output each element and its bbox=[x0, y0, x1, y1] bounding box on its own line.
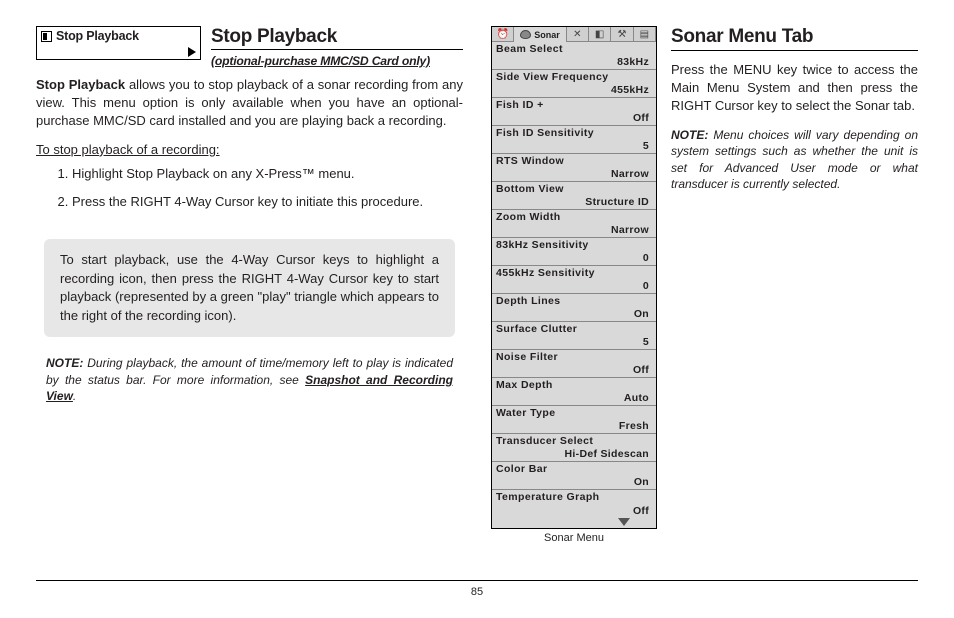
sonar-menu-screen: ⏰ Sonar ✕ ◧ ⚒ ▤ Beam Select83kHzSide Vie… bbox=[491, 26, 657, 529]
menu-item-label: 455kHz Sensitivity bbox=[496, 267, 652, 279]
right-text-block: Sonar Menu Tab Press the MENU key twice … bbox=[671, 26, 918, 556]
tab-setup[interactable]: ⚒ bbox=[611, 27, 633, 42]
step-1: Highlight Stop Playback on any X-Press™ … bbox=[72, 165, 463, 183]
left-header: Stop Playback Stop Playback (optional-pu… bbox=[36, 26, 463, 68]
menu-item-surface-clutter[interactable]: Surface Clutter5 bbox=[492, 322, 656, 350]
menu-item-value: Off bbox=[496, 112, 652, 125]
menu-item-value: 5 bbox=[496, 336, 652, 349]
menu-item-color-bar[interactable]: Color BarOn bbox=[492, 462, 656, 490]
stop-icon bbox=[41, 31, 52, 42]
title-group: Stop Playback (optional-purchase MMC/SD … bbox=[211, 26, 463, 68]
menu-item-83khz-sensitivity[interactable]: 83kHz Sensitivity0 bbox=[492, 238, 656, 266]
note-paragraph: NOTE: During playback, the amount of tim… bbox=[36, 355, 463, 405]
stop-playback-label: Stop Playback bbox=[56, 29, 139, 43]
title-rule-right bbox=[671, 50, 918, 51]
callout-box: To start playback, use the 4-Way Cursor … bbox=[44, 239, 455, 337]
menu-item-value: 83kHz bbox=[496, 56, 652, 69]
subtitle: (optional-purchase MMC/SD Card only) bbox=[211, 54, 463, 68]
menu-items-list: Beam Select83kHzSide View Frequency455kH… bbox=[492, 42, 656, 518]
menu-item-depth-lines[interactable]: Depth LinesOn bbox=[492, 294, 656, 322]
menu-item-label: Noise Filter bbox=[496, 351, 652, 363]
tab-chart[interactable]: ◧ bbox=[589, 27, 611, 42]
page: Stop Playback Stop Playback (optional-pu… bbox=[36, 26, 918, 556]
tab-nav[interactable]: ✕ bbox=[567, 27, 589, 42]
menu-item-label: Water Type bbox=[496, 407, 652, 419]
menu-item-label: Max Depth bbox=[496, 379, 652, 391]
section-title-stop-playback: Stop Playback bbox=[211, 26, 463, 48]
menu-item-label: Zoom Width bbox=[496, 211, 652, 223]
tab-row: ⏰ Sonar ✕ ◧ ⚒ ▤ bbox=[492, 27, 656, 42]
tab-views[interactable]: ▤ bbox=[634, 27, 656, 42]
menu-caption: Sonar Menu bbox=[544, 532, 604, 544]
menu-item-temperature-graph[interactable]: Temperature Graph Off bbox=[492, 490, 656, 518]
menu-item-value: 0 bbox=[496, 252, 652, 265]
menu-item-label: Bottom View bbox=[496, 183, 652, 195]
right-column: ⏰ Sonar ✕ ◧ ⚒ ▤ Beam Select83kHzSide Vie… bbox=[491, 26, 918, 556]
menu-item-beam-select[interactable]: Beam Select83kHz bbox=[492, 42, 656, 70]
tab-sonar[interactable]: Sonar bbox=[514, 27, 566, 42]
menu-item-label: Fish ID Sensitivity bbox=[496, 127, 652, 139]
menu-item-zoom-width[interactable]: Zoom WidthNarrow bbox=[492, 210, 656, 238]
menu-item-label: Color Bar bbox=[496, 463, 652, 475]
menu-item-noise-filter[interactable]: Noise FilterOff bbox=[492, 350, 656, 378]
menu-item-value: Hi-Def Sidescan bbox=[496, 448, 652, 461]
note-period: . bbox=[73, 389, 76, 403]
menu-item-label: Fish ID + bbox=[496, 99, 652, 111]
menu-item-fish-id-[interactable]: Fish ID +Off bbox=[492, 98, 656, 126]
menu-item-bottom-view[interactable]: Bottom ViewStructure ID bbox=[492, 182, 656, 210]
procedure-steps: Highlight Stop Playback on any X-Press™ … bbox=[36, 165, 463, 221]
menu-item-transducer-select[interactable]: Transducer SelectHi-Def Sidescan bbox=[492, 434, 656, 462]
right-body-text: Press the MENU key twice to access the M… bbox=[671, 61, 918, 115]
menu-item-455khz-sensitivity[interactable]: 455kHz Sensitivity0 bbox=[492, 266, 656, 294]
menu-item-value: Auto bbox=[496, 392, 652, 405]
menu-item-value: 5 bbox=[496, 140, 652, 153]
menu-item-water-type[interactable]: Water TypeFresh bbox=[492, 406, 656, 434]
tab-alarm[interactable]: ⏰ bbox=[492, 27, 514, 42]
left-column: Stop Playback Stop Playback (optional-pu… bbox=[36, 26, 463, 556]
page-number: 85 bbox=[471, 586, 483, 598]
page-footer: 85 bbox=[36, 580, 918, 598]
scroll-down-arrow[interactable] bbox=[492, 518, 656, 528]
menu-item-label: Depth Lines bbox=[496, 295, 652, 307]
menu-item-value: Off bbox=[496, 505, 652, 518]
menu-item-label: Side View Frequency bbox=[496, 71, 652, 83]
menu-item-value: On bbox=[496, 308, 652, 321]
menu-item-label: Transducer Select bbox=[496, 435, 652, 447]
menu-item-value: Off bbox=[496, 364, 652, 377]
menu-item-value: 0 bbox=[496, 280, 652, 293]
menu-item-value: On bbox=[496, 476, 652, 489]
menu-item-side-view-frequency[interactable]: Side View Frequency455kHz bbox=[492, 70, 656, 98]
title-rule bbox=[211, 49, 463, 50]
menu-item-label: Beam Select bbox=[496, 43, 652, 55]
step-2: Press the RIGHT 4-Way Cursor key to init… bbox=[72, 193, 463, 211]
menu-item-fish-id-sensitivity[interactable]: Fish ID Sensitivity5 bbox=[492, 126, 656, 154]
menu-item-value: Structure ID bbox=[496, 196, 652, 209]
right-note-label: NOTE: bbox=[671, 128, 708, 142]
play-arrow-icon bbox=[188, 47, 196, 57]
section-title-sonar-tab: Sonar Menu Tab bbox=[671, 26, 918, 48]
menu-item-value: Fresh bbox=[496, 420, 652, 433]
menu-item-value: Narrow bbox=[496, 224, 652, 237]
menu-item-rts-window[interactable]: RTS WindowNarrow bbox=[492, 154, 656, 182]
note-label: NOTE: bbox=[46, 356, 83, 370]
menu-item-label: RTS Window bbox=[496, 155, 652, 167]
intro-paragraph: Stop Playback allows you to stop playbac… bbox=[36, 76, 463, 130]
menu-item-value: 455kHz bbox=[496, 84, 652, 97]
sonar-menu-wrap: ⏰ Sonar ✕ ◧ ⚒ ▤ Beam Select83kHzSide Vie… bbox=[491, 26, 657, 556]
procedure-title: To stop playback of a recording: bbox=[36, 142, 463, 157]
right-note: NOTE: Menu choices will vary depending o… bbox=[671, 127, 918, 193]
lead-bold: Stop Playback bbox=[36, 77, 125, 92]
menu-item-label: Temperature Graph bbox=[496, 491, 652, 503]
menu-item-label: 83kHz Sensitivity bbox=[496, 239, 652, 251]
menu-item-value: Narrow bbox=[496, 168, 652, 181]
menu-item-label: Surface Clutter bbox=[496, 323, 652, 335]
right-note-text: Menu choices will vary depending on syst… bbox=[671, 128, 918, 192]
menu-item-max-depth[interactable]: Max DepthAuto bbox=[492, 378, 656, 406]
stop-playback-menu-box: Stop Playback bbox=[36, 26, 201, 60]
